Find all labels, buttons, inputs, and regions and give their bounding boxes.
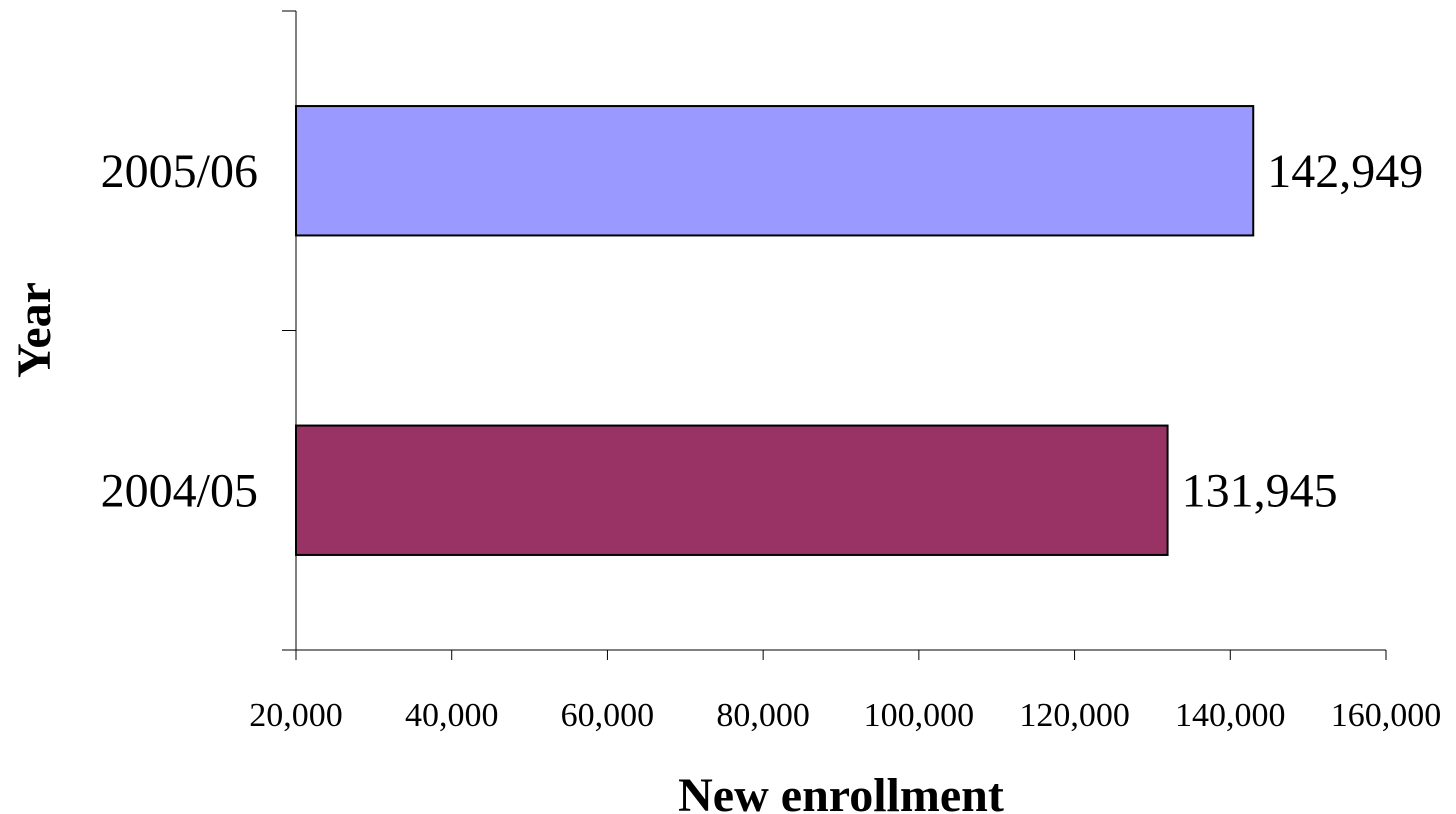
category-label: 2004/05 [101,464,258,517]
x-tick-label: 20,000 [249,697,343,734]
x-tick-label: 140,000 [1175,697,1286,734]
labels: 131,945 2004/05 142,949 2005/06 [101,145,1424,518]
x-tick-label: 120,000 [1019,697,1130,734]
bars [295,105,1255,556]
data-label: 131,945 [1182,464,1338,517]
x-axis-title: New enrollment [678,769,1004,814]
x-tick-label: 40,000 [405,697,499,734]
category-label: 2005/06 [101,145,258,198]
x-tick-label: 160,000 [1331,697,1442,734]
x-tick-label: 60,000 [561,697,655,734]
x-tick-label: 100,000 [864,697,975,734]
axes: 20,000 40,000 60,000 80,000 100,000 120,000 14… [249,10,1442,734]
y-axis-title: Year [8,282,61,378]
data-label: 142,949 [1267,145,1423,198]
bar [295,424,1169,556]
bar [295,105,1255,237]
x-tick-label: 80,000 [716,697,810,734]
